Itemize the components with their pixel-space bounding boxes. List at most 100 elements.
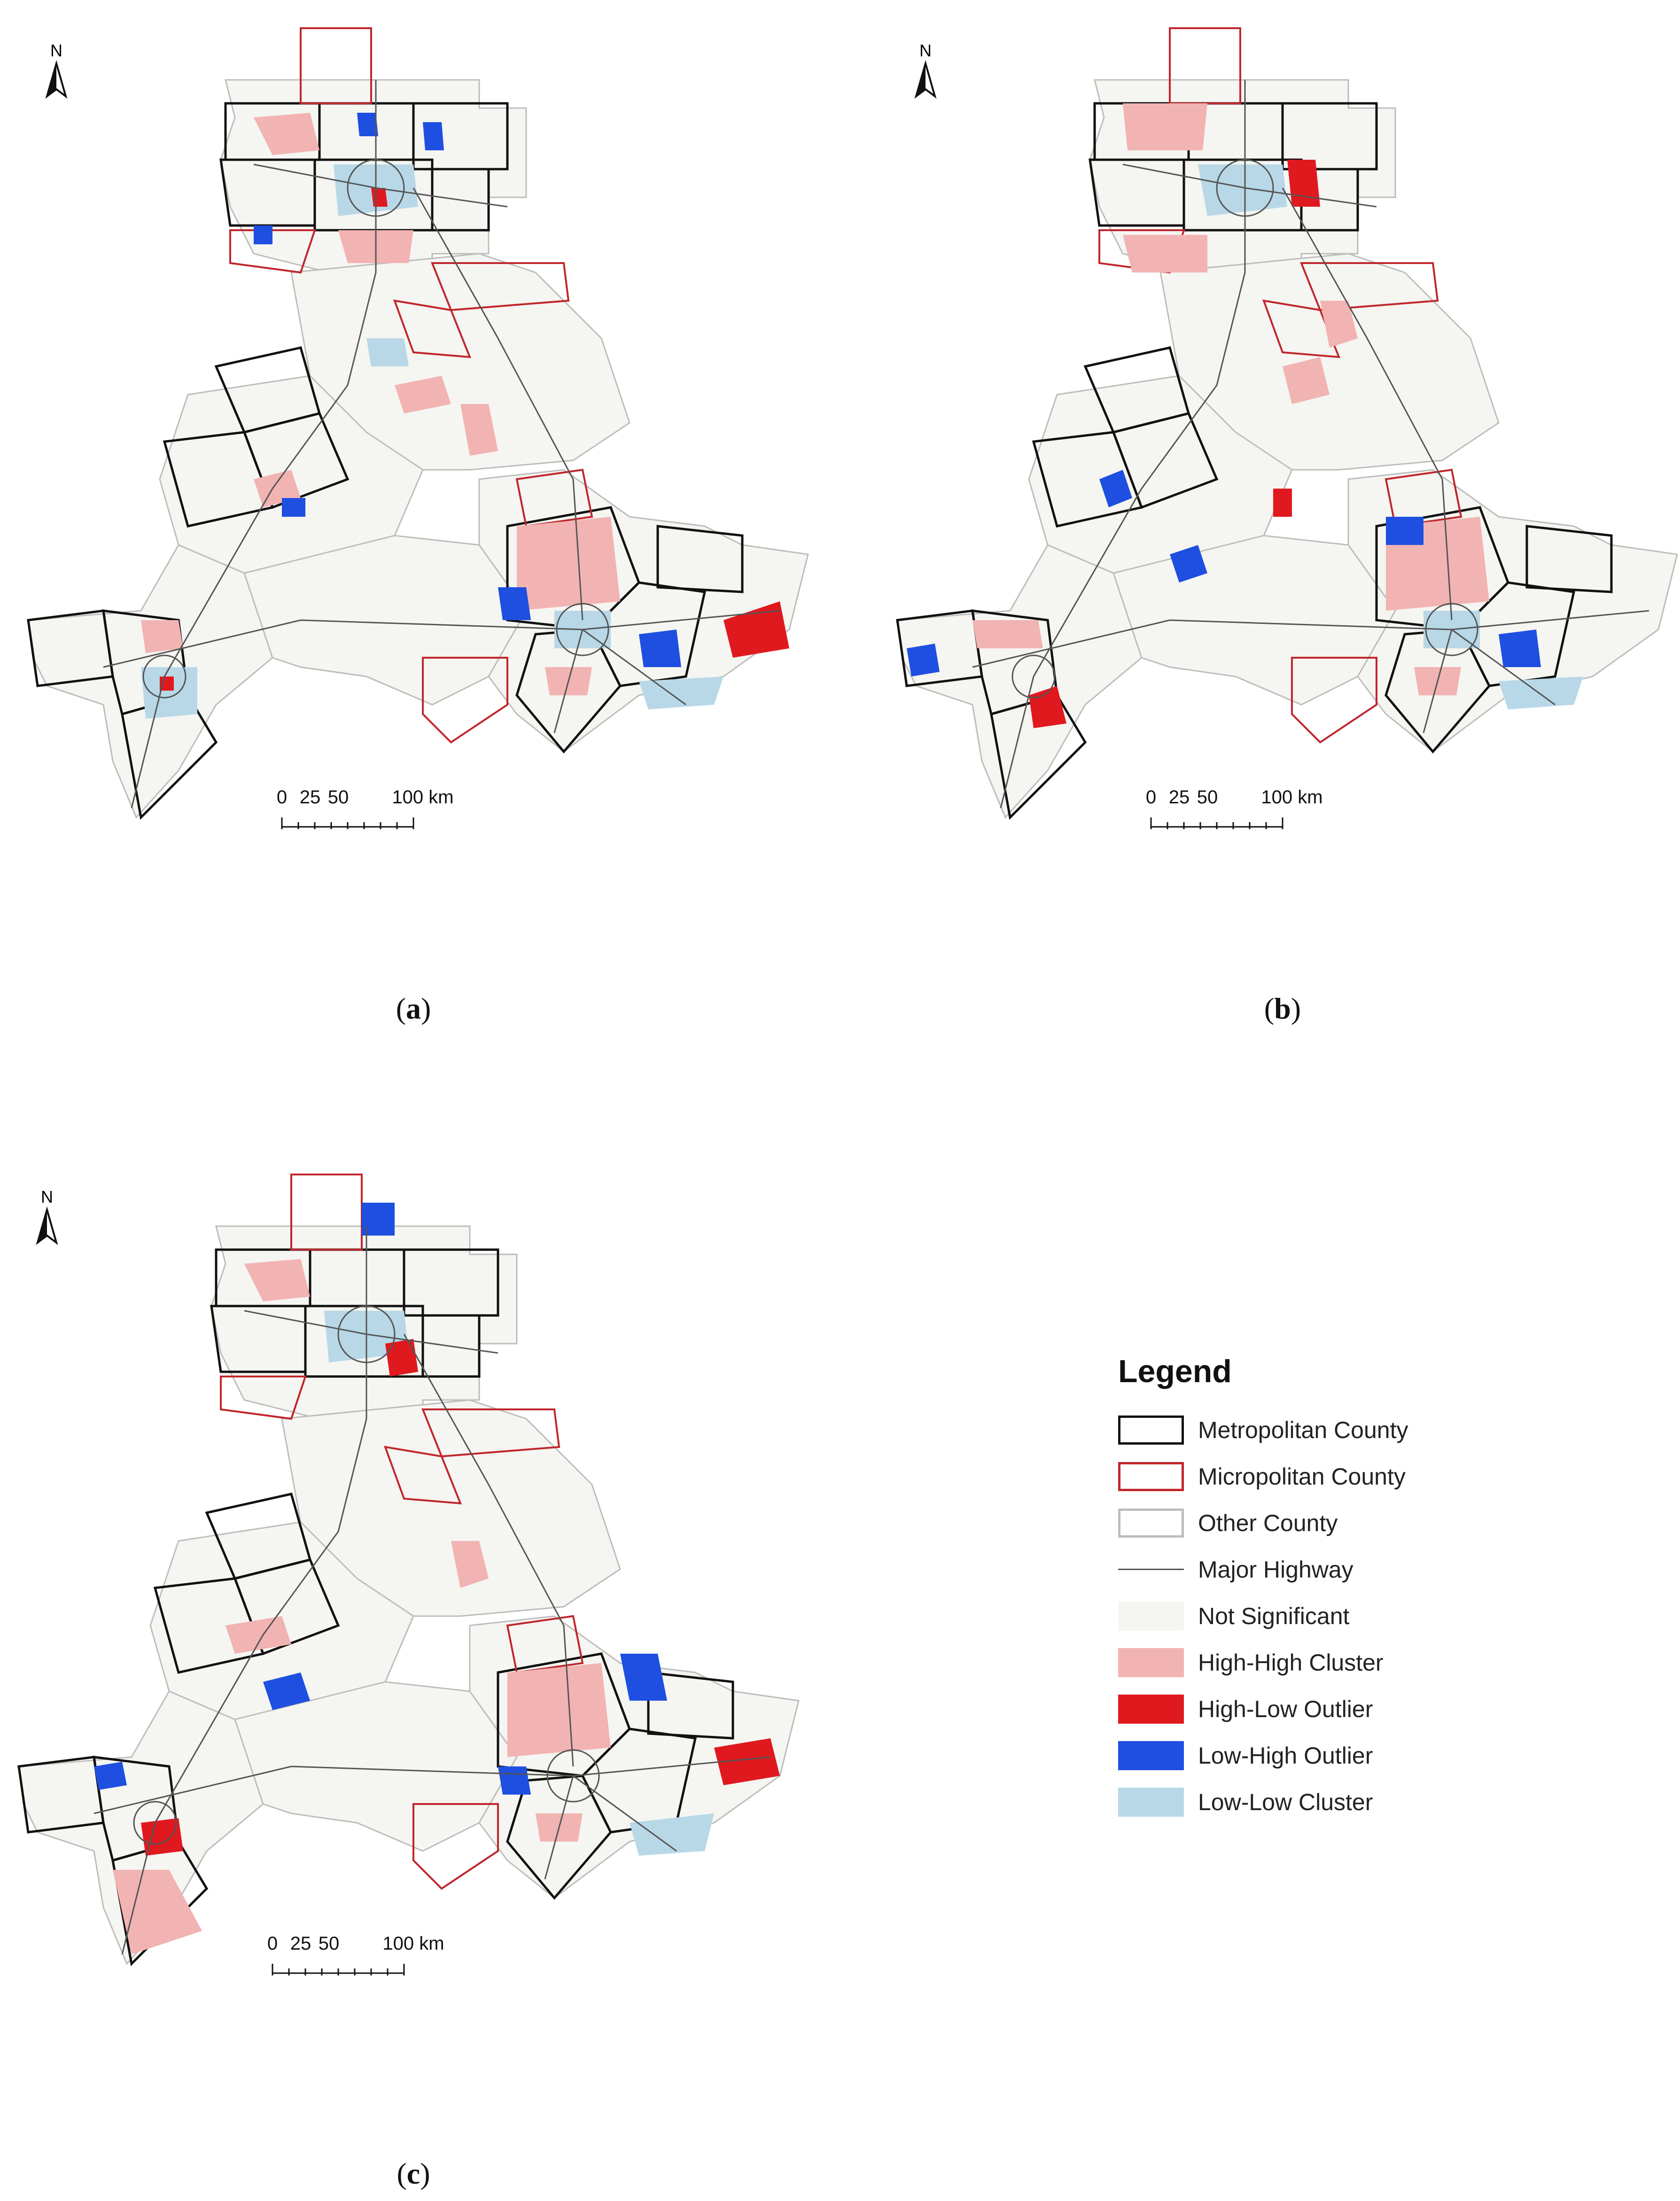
legend-label: Micropolitan County [1198, 1463, 1406, 1490]
highway-loop [133, 1801, 177, 1845]
scale-tick-label: 0 [1146, 787, 1156, 808]
micro-county [220, 1376, 307, 1420]
metro-county [1112, 412, 1219, 509]
major-highways [972, 80, 1649, 809]
cluster-area [907, 644, 940, 677]
legend: Legend Metropolitan County Micropolitan C… [1118, 1353, 1541, 1825]
legend-item: Major Highway [1118, 1546, 1541, 1593]
panel-label-a: (a) [396, 992, 431, 1025]
cluster-area [1320, 301, 1358, 348]
legend-swatch [1118, 1694, 1184, 1724]
legend-swatch [1118, 1741, 1184, 1770]
cluster-area [1123, 235, 1207, 272]
micro-county-outlines [229, 27, 593, 744]
legend-swatch [1118, 1555, 1184, 1584]
cluster-area [639, 630, 681, 667]
cluster-area [385, 1339, 418, 1377]
scale-ruler [272, 1964, 405, 1975]
major-highways [103, 80, 780, 809]
cluster-area [517, 517, 620, 611]
highway-loop [1425, 603, 1478, 656]
north-arrow: N [45, 41, 68, 99]
scale-tick-label: 0 [267, 1933, 278, 1954]
scale-tick-label: 100 km [392, 787, 453, 808]
cluster-area [254, 226, 272, 244]
legend-label: Low-Low Cluster [1198, 1789, 1373, 1815]
scale-tick-label: 50 [319, 1933, 340, 1954]
legend-item: High-High Cluster [1118, 1639, 1541, 1686]
cluster-area [366, 338, 409, 366]
metro-county [1300, 168, 1359, 232]
cluster-area [357, 113, 378, 136]
legend-label: High-Low Outlier [1198, 1695, 1373, 1722]
micro-county [421, 1408, 560, 1458]
north-arrow: N [36, 1187, 58, 1245]
micro-county-outlines [1098, 27, 1462, 744]
map-panel-a: N [9, 9, 832, 855]
highway-loop [1216, 159, 1274, 217]
cluster-area [451, 1541, 489, 1588]
highway-loop [337, 1305, 396, 1363]
map-svg: N [27, 27, 809, 829]
region-southwest [896, 544, 1181, 819]
micro-county-outlines [220, 1174, 584, 1890]
highway [93, 1756, 771, 1814]
scale-tick-label: 100 km [382, 1933, 444, 1954]
cluster-area [362, 1203, 395, 1236]
region-south-mid [243, 535, 527, 706]
legend-label: Metropolitan County [1198, 1416, 1408, 1443]
cluster-area [226, 1616, 291, 1654]
cluster-area [1499, 630, 1541, 667]
cluster-area [1499, 677, 1583, 709]
micro-county [431, 262, 570, 311]
scale-ruler [281, 817, 414, 829]
metro-county [421, 1314, 481, 1378]
legend-label: High-High Cluster [1198, 1649, 1384, 1676]
scale-tick-label: 50 [328, 787, 349, 808]
cluster-area [498, 1766, 531, 1795]
cluster-area [395, 376, 451, 413]
north-letter: N [919, 41, 932, 60]
scale-tick-label: 100 km [1261, 787, 1322, 808]
north-arrow: N [914, 41, 937, 99]
cluster-area [723, 601, 789, 658]
legend-item: High-Low Outlier [1118, 1686, 1541, 1732]
north-arrow-shade [916, 63, 926, 96]
micro-county [506, 1615, 584, 1674]
cluster-area [639, 677, 723, 709]
highway [131, 80, 377, 809]
micro-county [1291, 657, 1377, 744]
legend-label: Other County [1198, 1509, 1338, 1536]
north-letter: N [41, 1187, 53, 1206]
micro-county [1384, 468, 1462, 528]
scale-bar: 0 25 50 100 km [277, 787, 454, 829]
region-south-mid [234, 1681, 518, 1852]
highway [1451, 629, 1556, 706]
highway-loop [142, 654, 187, 699]
legend-label: Major Highway [1198, 1556, 1353, 1583]
micro-county [383, 1446, 462, 1505]
scale-bar: 0 25 50 100 km [1146, 787, 1323, 829]
cluster-area [620, 1654, 667, 1701]
north-letter: N [50, 41, 62, 60]
cluster-area [460, 404, 498, 456]
highway [121, 1226, 367, 1955]
cluster-area [1198, 164, 1287, 216]
map-panel-c: N [0, 1156, 822, 2001]
legend-label: Low-High Outlier [1198, 1742, 1373, 1769]
cluster-area [244, 1259, 310, 1301]
highway [403, 1334, 574, 1767]
scale-tick-label: 25 [1169, 787, 1190, 808]
highway [573, 1775, 677, 1852]
cluster-area [371, 188, 388, 207]
highway [1423, 629, 1453, 733]
map-svg: N [896, 27, 1678, 829]
metro-county [656, 525, 744, 593]
metro-county [403, 1248, 499, 1317]
micro-county [1169, 27, 1241, 104]
major-highways [93, 1226, 771, 1955]
cluster-area [141, 620, 183, 653]
highway [582, 629, 686, 706]
legend-label: Not Significant [1198, 1602, 1350, 1629]
legend-swatch [1118, 1601, 1184, 1631]
